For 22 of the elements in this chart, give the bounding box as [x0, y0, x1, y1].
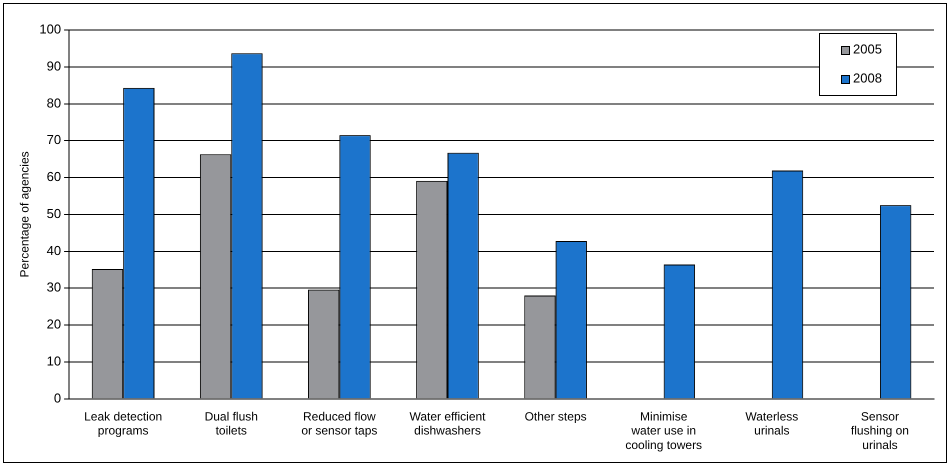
y-tick-label: 30 [46, 280, 62, 295]
y-tick-label: 70 [46, 132, 62, 148]
y-tick-label: 0 [54, 390, 62, 406]
y-tick-label: 80 [46, 95, 62, 110]
y-tick-label: 20 [46, 316, 62, 332]
y-tick-label: 40 [46, 242, 62, 258]
x-tick-label: Dual flush toilets [204, 409, 258, 438]
y-tick-label: 10 [46, 354, 62, 368]
y-tick-label: 50 [46, 206, 62, 221]
x-tick-label: Water efficient dishwashers [409, 409, 486, 438]
legend-label: 2005 [853, 42, 882, 57]
y-tick-label: 60 [46, 169, 62, 184]
x-tick-label: Other steps [524, 409, 587, 424]
x-tick-label: Waterless urinals [745, 409, 798, 438]
x-tick-label: Minimise water use in cooling towers [625, 409, 702, 452]
y-tick-label: 90 [46, 58, 62, 74]
y-axis-title: Percentage of agencies [18, 151, 32, 278]
x-tick-label: Sensor flushing on urinals [850, 409, 909, 452]
x-tick-label: Leak detection programs [84, 409, 162, 438]
x-tick-label: Reduced flow or sensor taps [301, 409, 378, 438]
y-tick-label: 100 [39, 22, 62, 37]
legend-label: 2008 [853, 70, 882, 86]
